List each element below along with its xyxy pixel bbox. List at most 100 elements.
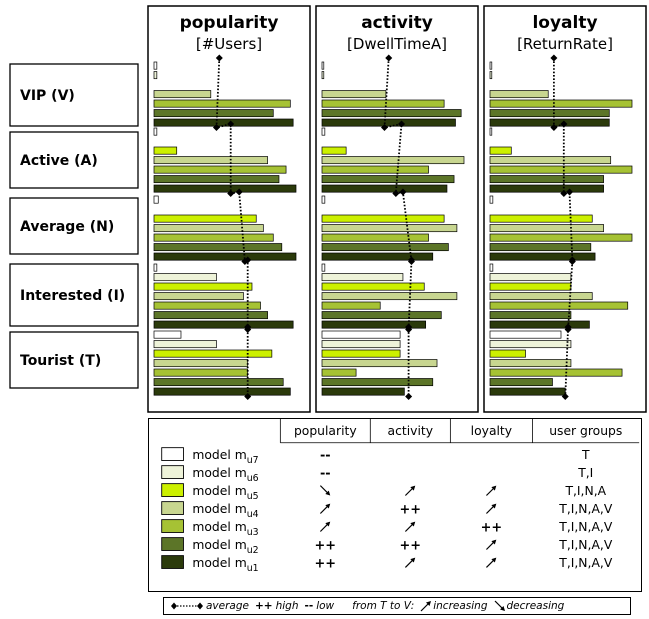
bar-u7 [489,127,493,136]
bar-u5 [153,349,273,358]
bar-u1 [489,320,590,329]
bar-u1 [321,320,427,329]
increasing-arrow-icon [486,503,497,514]
model-swatch [161,483,184,497]
bar-u2 [321,378,434,387]
bar-u6 [153,273,217,282]
average-marker [561,393,569,400]
user-groups: T,I,N,A [564,484,606,498]
bar-u4 [153,224,264,233]
average-marker [405,323,413,331]
bar-u1 [321,118,456,127]
average-marker [244,393,252,400]
bar-u5 [321,349,401,358]
bar-u1 [153,387,291,396]
group-label-box [9,131,139,189]
model-label: model mu5 [192,484,258,502]
bar-u4 [489,156,612,165]
trend-symbol: ++ [481,520,503,535]
bar-u2 [489,109,610,118]
bar-u5 [489,349,526,358]
bar-u7 [321,195,326,204]
bar-u7 [153,61,158,70]
bar-u1 [489,252,596,261]
bar-u7 [321,330,401,339]
user-groups: T,I,N,A,V [558,502,613,516]
bar-u4 [153,359,249,368]
bar-u7 [321,263,326,272]
metric-subtitle: [#Users] [196,35,262,53]
bar-u5 [153,146,178,155]
bar-u2 [153,311,268,320]
user-groups: T,I,N,A,V [558,556,613,570]
metric-title: popularity [180,13,279,33]
bar-u2 [153,109,274,118]
bar-u1 [321,184,448,193]
user-groups: T,I [577,466,593,480]
footer-high-symbol: ++ [254,600,273,612]
bar-u4 [153,90,212,99]
model-label: model mu4 [192,502,258,520]
group-label-box [9,197,139,255]
table-header: loyalty [471,424,512,438]
bar-u5 [489,214,593,223]
increasing-arrow-icon [319,503,331,514]
increasing-arrow-icon [404,557,416,568]
average-marker [227,120,235,128]
bar-u7 [489,330,562,339]
bar-u3 [153,99,291,108]
average-marker [560,190,568,197]
model-swatch [161,519,184,533]
increasing-arrow-icon [486,485,497,496]
bar-u3 [321,301,381,310]
average-marker [212,124,220,131]
bar-u2 [153,378,284,387]
bar-u4 [321,90,387,99]
bar-u2 [153,243,283,252]
bar-u3 [153,301,261,310]
bar-u4 [321,156,465,165]
footer-increasing: increasing [433,600,488,612]
average-marker [550,124,558,131]
average-marker [227,190,235,197]
bar-u2 [321,243,449,252]
bar-u3 [153,233,274,242]
bar-u1 [489,387,566,396]
average-marker [215,54,223,62]
group-label-box [9,331,139,389]
table-header: activity [388,424,434,438]
bar-u7 [153,263,158,272]
bar-u3 [489,233,633,242]
average-marker [560,120,568,128]
bar-u6 [489,71,493,80]
bar-u3 [153,165,287,174]
bar-u3 [321,233,429,242]
bar-u6 [489,340,572,349]
bar-u4 [321,224,458,233]
metric-subtitle: [DwellTimeA] [347,35,447,53]
model-swatch [161,501,184,515]
average-marker [244,256,252,264]
bar-u1 [489,184,604,193]
average-marker [550,54,558,62]
bar-u5 [321,282,425,291]
bar-u2 [321,175,455,184]
bar-u5 [153,214,257,223]
footer-from: from T to V: [352,600,415,612]
bar-u1 [321,252,434,261]
user-groups: T [581,448,590,462]
average-marker [405,393,413,400]
bar-u7 [489,61,493,70]
metric-title: loyalty [532,13,597,33]
bar-u3 [489,301,629,310]
model-swatch [161,465,184,479]
bar-u6 [321,273,404,282]
bar-u5 [321,214,445,223]
bar-u1 [153,118,294,127]
average-marker [566,188,574,196]
bar-u7 [321,127,326,136]
bar-u4 [489,292,593,301]
increasing-arrow-icon [420,601,432,612]
bar-u2 [321,109,462,118]
bar-u7 [489,263,494,272]
